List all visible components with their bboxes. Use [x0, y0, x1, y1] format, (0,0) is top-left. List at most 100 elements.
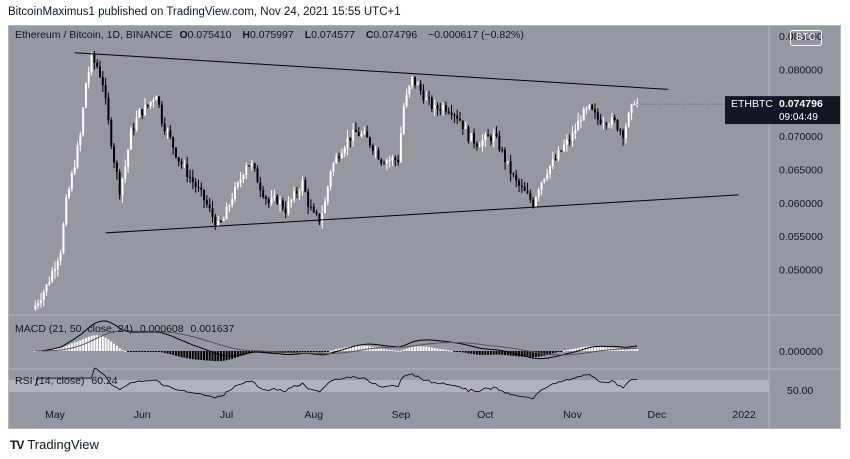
macd-histogram-bar — [62, 347, 65, 351]
candle-body — [447, 111, 450, 113]
macd-histogram-bar — [144, 351, 146, 352]
macd-histogram-bar — [411, 346, 414, 351]
macd-histogram-bar — [124, 350, 127, 352]
candle-body — [211, 207, 214, 217]
candle-body — [624, 126, 627, 139]
candle-body — [532, 199, 535, 207]
candle-body — [321, 212, 324, 223]
x-tick-label: Oct — [477, 409, 493, 421]
candle-body — [501, 149, 504, 151]
macd-histogram-bar — [444, 349, 447, 351]
candle-body — [444, 105, 447, 112]
candle-body — [411, 76, 414, 86]
macd-histogram-bar — [152, 351, 155, 352]
candle-body — [324, 201, 326, 213]
trendline-upper — [74, 52, 669, 90]
macd-histogram-bar — [250, 351, 253, 353]
candle-body — [478, 146, 481, 148]
macd-histogram-bar — [397, 350, 400, 352]
candle-body — [281, 200, 284, 209]
candle-body — [45, 284, 48, 292]
candle-body — [295, 191, 298, 194]
macd-histogram-bar — [312, 351, 315, 352]
macd-histogram-bar — [366, 345, 369, 351]
x-tick-label: Jul — [220, 409, 233, 421]
candle-body — [59, 252, 62, 261]
candle-body — [636, 103, 639, 105]
macd-histogram-bar — [349, 346, 352, 351]
candle-body — [439, 109, 442, 111]
candle-body — [377, 150, 380, 160]
candle-body — [349, 137, 352, 141]
candle-body — [144, 104, 146, 116]
macd-histogram-bar — [608, 347, 611, 351]
candle-body — [464, 126, 467, 129]
tradingview-logo-icon: TV — [10, 437, 24, 452]
macd-histogram-bar — [234, 351, 236, 358]
macd-histogram-bar — [473, 351, 476, 355]
candle-body — [450, 112, 453, 115]
macd-histogram-bar — [101, 336, 104, 351]
macd-histogram-bar — [388, 349, 391, 351]
macd-histogram-bar — [208, 351, 211, 361]
x-tick-label: Jun — [134, 409, 151, 421]
candle-body — [594, 109, 596, 113]
candle-body — [546, 173, 549, 179]
candle-body — [276, 195, 279, 204]
x-tick-label: Aug — [304, 409, 323, 421]
y-tick-label: 0.085000 — [779, 31, 823, 43]
candle-body — [425, 97, 428, 101]
price-tag-price: 0.074796 — [779, 98, 823, 110]
macd-histogram-bar — [155, 351, 158, 352]
macd-histogram-bar — [68, 344, 71, 351]
macd-histogram-bar — [262, 351, 265, 353]
rsi-label: RSI (14, close) — [15, 375, 85, 387]
candle-body — [284, 208, 287, 214]
y-tick-label: 0.060000 — [779, 198, 823, 210]
macd-histogram-bar — [563, 350, 566, 352]
macd-histogram-bar — [87, 336, 90, 351]
macd-histogram-bar — [236, 351, 239, 358]
candle-body — [256, 168, 259, 183]
symbol-name: Ethereum / Bitcoin, 1D, BINANCE — [15, 29, 173, 41]
macd-histogram-bar — [436, 348, 439, 351]
candle-body — [250, 163, 253, 167]
macd-histogram-bar — [506, 351, 509, 356]
candle-body — [180, 161, 183, 165]
macd-histogram-bar — [135, 351, 138, 352]
chart-area[interactable]: 0.0850000.0800000.0750000.0700000.065000… — [8, 25, 841, 429]
candle-body — [461, 120, 464, 129]
candle-body — [343, 148, 346, 154]
currency-badge[interactable]: BTC — [790, 30, 822, 46]
candle-body — [301, 180, 304, 192]
macd-histogram-bar — [622, 349, 625, 351]
candle-body — [399, 133, 402, 163]
macd-histogram-bar — [321, 351, 324, 353]
candle-body — [267, 198, 270, 203]
macd-histogram-bar — [138, 351, 141, 352]
candle-body — [582, 108, 585, 121]
candle-body — [518, 180, 521, 186]
macd-histogram-bar — [484, 351, 487, 355]
candle-body — [155, 96, 158, 101]
macd-histogram-bar — [383, 349, 386, 351]
macd-histogram-bar — [523, 351, 526, 357]
candle-body — [37, 303, 40, 306]
macd-histogram-bar — [166, 351, 169, 354]
candle-body — [121, 178, 124, 195]
macd-histogram-bar — [599, 346, 602, 351]
candle-body — [467, 126, 470, 142]
ohlc-close: C0.074796 — [365, 29, 418, 41]
candle-body — [242, 175, 245, 180]
candle-body — [374, 150, 377, 152]
candle-body — [177, 157, 180, 162]
candle-body — [560, 150, 563, 152]
ohlc-change: −0.000617 (−0.82%) — [428, 29, 524, 41]
macd-histogram-bar — [129, 351, 132, 352]
macd-histogram-bar — [399, 350, 402, 352]
candle-body — [34, 305, 37, 310]
candle-body — [487, 134, 490, 137]
candle-body — [158, 96, 161, 105]
macd-histogram-bar — [596, 346, 599, 351]
candle-body — [236, 182, 239, 187]
